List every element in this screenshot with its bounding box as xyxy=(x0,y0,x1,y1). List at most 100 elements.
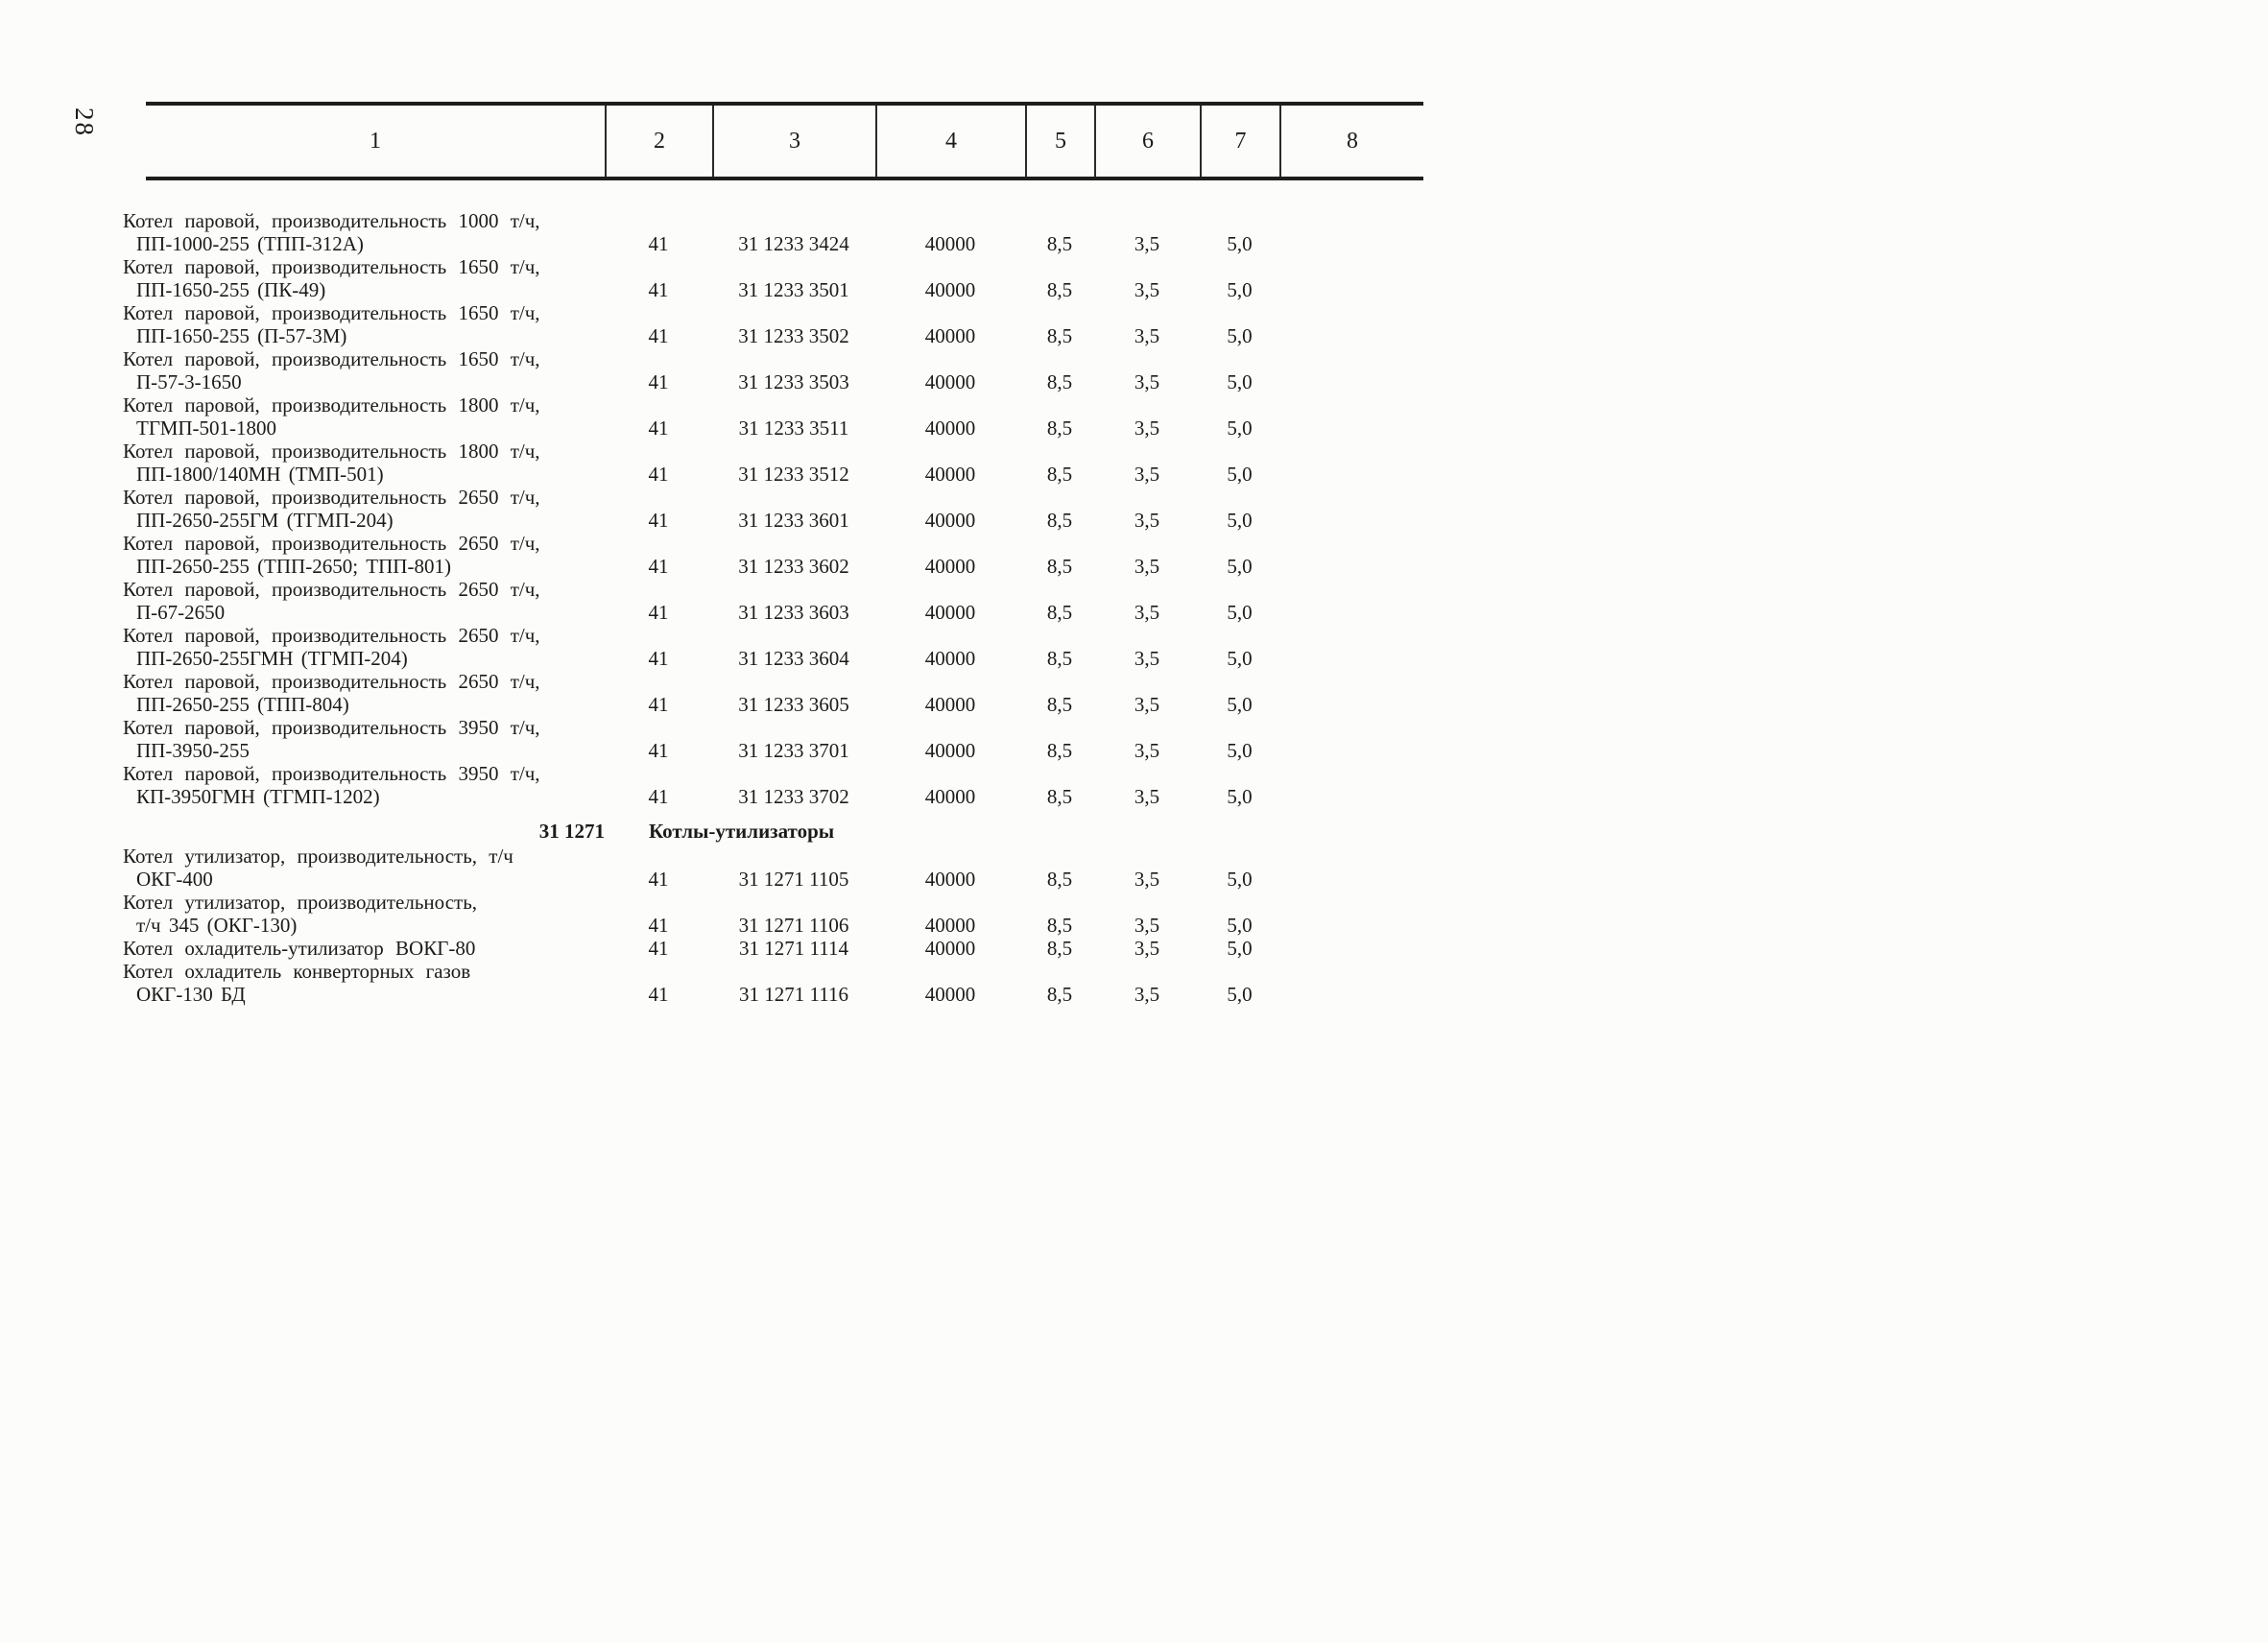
equipment-name: Котел утилизатор, производительность, т/… xyxy=(123,891,605,937)
equipment-name-line2: ОКГ-130 БД xyxy=(136,983,246,1006)
equipment-name-line1: Котел паровой, производительность 1800 т… xyxy=(123,393,540,417)
cell-col2: 41 xyxy=(648,785,669,808)
cell-col5: 8,5 xyxy=(1046,324,1073,347)
cell-col4: 40000 xyxy=(924,785,976,808)
equipment-name-line1: Котел утилизатор, производительность, т/… xyxy=(123,845,513,868)
cell-col2: 41 xyxy=(648,983,669,1006)
cell-col3-code: 31 1233 3603 xyxy=(738,601,849,624)
cell-col3-code: 31 1271 1116 xyxy=(739,983,848,1006)
cell-col5: 8,5 xyxy=(1046,739,1073,762)
cell-col7: 5,0 xyxy=(1227,463,1253,486)
equipment-name-line2: П-57-3-1650 xyxy=(136,370,242,393)
cell-col3-code: 31 1233 3501 xyxy=(738,278,849,301)
table-row: Котел паровой, производительность 1650 т… xyxy=(123,255,1423,301)
table-header-row: 1 2 3 4 5 6 7 8 xyxy=(146,102,1423,180)
cell-col2: 41 xyxy=(648,739,669,762)
header-col-5: 5 xyxy=(1025,106,1094,177)
table-row: Котел охладитель-утилизатор ВОКГ-80 41 3… xyxy=(123,937,1423,960)
cell-col7: 5,0 xyxy=(1227,785,1253,808)
cell-col6: 3,5 xyxy=(1134,693,1160,716)
table-row: Котел паровой, производительность 3950 т… xyxy=(123,716,1423,762)
equipment-name-line1: Котел паровой, производительность 2650 т… xyxy=(123,670,540,693)
equipment-name-line1: Котел утилизатор, производительность, xyxy=(123,891,478,914)
cell-col6: 3,5 xyxy=(1134,509,1160,532)
equipment-name-line2: ОКГ-400 xyxy=(136,868,213,891)
cell-col6: 3,5 xyxy=(1134,937,1160,960)
cell-col7: 5,0 xyxy=(1227,914,1253,937)
equipment-name-line2: ПП-2650-255ГМ (ТГМП-204) xyxy=(136,509,394,532)
equipment-name-line1: Котел паровой, производительность 3950 т… xyxy=(123,716,540,739)
cell-col4: 40000 xyxy=(924,693,976,716)
cell-col5: 8,5 xyxy=(1046,914,1073,937)
equipment-name: Котел паровой, производительность 2650 т… xyxy=(123,532,605,578)
cell-col5: 8,5 xyxy=(1046,693,1073,716)
equipment-name-line2: ПП-2650-255 (ТПП-2650; ТПП-801) xyxy=(136,555,451,578)
cell-col3-code: 31 1271 1114 xyxy=(739,937,848,960)
equipment-name: Котел паровой, производительность 2650 т… xyxy=(123,578,605,624)
cell-col3-code: 31 1233 3512 xyxy=(738,463,849,486)
cell-col5: 8,5 xyxy=(1046,278,1073,301)
equipment-name-line2: ПП-1650-255 (П-57-3М) xyxy=(136,324,347,347)
cell-col3-code: 31 1233 3601 xyxy=(738,509,849,532)
equipment-name-line1: Котел паровой, производительность 2650 т… xyxy=(123,532,540,555)
cell-col4: 40000 xyxy=(924,601,976,624)
cell-col2: 41 xyxy=(648,463,669,486)
table-row: Котел утилизатор, производительность, т/… xyxy=(123,891,1423,937)
cell-col2: 41 xyxy=(648,647,669,670)
equipment-name-line1: Котел охладитель-утилизатор ВОКГ-80 xyxy=(123,937,476,960)
cell-col7: 5,0 xyxy=(1227,370,1253,393)
table-row: Котел паровой, производительность 2650 т… xyxy=(123,670,1423,716)
table-row: Котел паровой, производительность 1650 т… xyxy=(123,301,1423,347)
cell-col2: 41 xyxy=(648,555,669,578)
cell-col4: 40000 xyxy=(924,463,976,486)
section-code: 31 1271 xyxy=(538,820,605,843)
table-row: Котел охладитель конверторных газов ОКГ-… xyxy=(123,960,1423,1006)
cell-col6: 3,5 xyxy=(1134,324,1160,347)
cell-col5: 8,5 xyxy=(1046,601,1073,624)
cell-col7: 5,0 xyxy=(1227,417,1253,440)
cell-col2: 41 xyxy=(648,232,669,255)
cell-col4: 40000 xyxy=(924,914,976,937)
table-row: Котел паровой, производительность 1000 т… xyxy=(123,209,1423,255)
equipment-name-line2: ПП-1000-255 (ТПП-312А) xyxy=(136,232,364,255)
cell-col4: 40000 xyxy=(924,232,976,255)
cell-col6: 3,5 xyxy=(1134,278,1160,301)
equipment-name: Котел охладитель-утилизатор ВОКГ-80 xyxy=(123,937,605,960)
equipment-name-line1: Котел паровой, производительность 1650 т… xyxy=(123,255,540,278)
cell-col2: 41 xyxy=(648,324,669,347)
header-col-4: 4 xyxy=(875,106,1025,177)
equipment-name-line2: ПП-1800/140МН (ТМП-501) xyxy=(136,463,384,486)
equipment-name-line2: КП-3950ГМН (ТГМП-1202) xyxy=(136,785,380,808)
cell-col7: 5,0 xyxy=(1227,937,1253,960)
table-row: Котел утилизатор, производительность, т/… xyxy=(123,845,1423,891)
table-row: Котел паровой, производительность 1800 т… xyxy=(123,440,1423,486)
cell-col2: 41 xyxy=(648,937,669,960)
cell-col2: 41 xyxy=(648,914,669,937)
equipment-name-line1: Котел паровой, производительность 1650 т… xyxy=(123,347,540,370)
cell-col4: 40000 xyxy=(924,983,976,1006)
equipment-table: 1 2 3 4 5 6 7 8 Котел паровой, производи… xyxy=(123,102,1423,1006)
cell-col5: 8,5 xyxy=(1046,463,1073,486)
equipment-name-line2: ПП-2650-255ГМН (ТГМП-204) xyxy=(136,647,408,670)
cell-col4: 40000 xyxy=(924,417,976,440)
table-row: Котел паровой, производительность 2650 т… xyxy=(123,624,1423,670)
cell-col2: 41 xyxy=(648,370,669,393)
table-row: Котел паровой, производительность 1800 т… xyxy=(123,393,1423,440)
cell-col7: 5,0 xyxy=(1227,868,1253,891)
header-col-3: 3 xyxy=(712,106,875,177)
cell-col4: 40000 xyxy=(924,324,976,347)
equipment-name: Котел паровой, производительность 2650 т… xyxy=(123,624,605,670)
cell-col3-code: 31 1233 3701 xyxy=(738,739,849,762)
cell-col6: 3,5 xyxy=(1134,232,1160,255)
cell-col6: 3,5 xyxy=(1134,983,1160,1006)
table-row: Котел паровой, производительность 2650 т… xyxy=(123,578,1423,624)
equipment-name: Котел охладитель конверторных газов ОКГ-… xyxy=(123,960,605,1006)
table-row: Котел паровой, производительность 2650 т… xyxy=(123,486,1423,532)
cell-col2: 41 xyxy=(648,509,669,532)
cell-col4: 40000 xyxy=(924,647,976,670)
cell-col7: 5,0 xyxy=(1227,693,1253,716)
cell-col3-code: 31 1271 1106 xyxy=(738,914,849,937)
cell-col7: 5,0 xyxy=(1227,601,1253,624)
cell-col6: 3,5 xyxy=(1134,601,1160,624)
